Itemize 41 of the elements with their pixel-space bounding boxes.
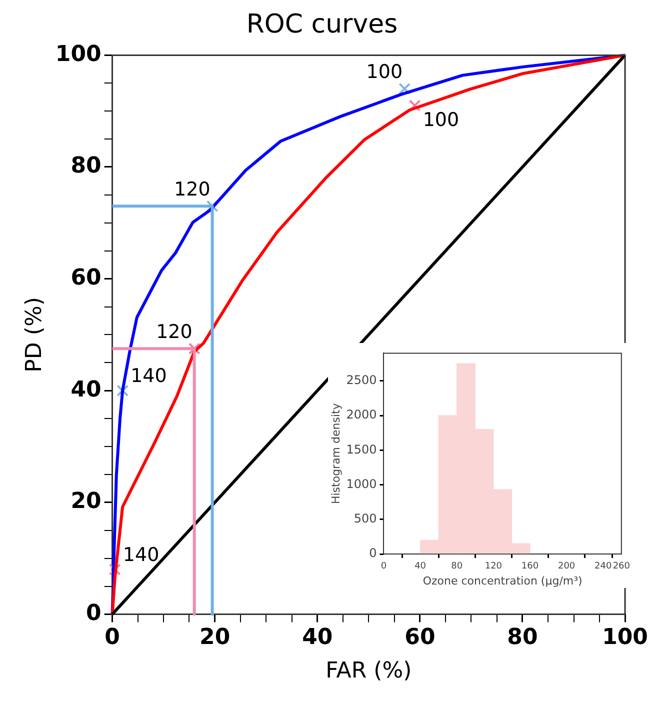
x-tick-label: 100 [602, 625, 648, 650]
point [408, 100, 421, 112]
x-tick-label: 80 [507, 625, 538, 650]
y-tick-label: 0 [86, 600, 102, 626]
x-tick-label: 200 [558, 562, 576, 572]
x-tick-label: 120 [484, 562, 502, 572]
y-tick-label: 60 [70, 266, 102, 291]
y-tick-label: 1500 [346, 442, 377, 456]
chart-title: ROC curves [246, 9, 398, 40]
y-tick-label: 100 [55, 42, 102, 67]
y-axis-title: Histogram density [329, 402, 342, 504]
y-tick-label: 2500 [346, 373, 377, 388]
x-tick-label: 20 [200, 625, 230, 650]
y-axis-title: PD (%) [22, 297, 47, 372]
x-tick-label: 0 [104, 625, 120, 650]
y-tick-label: 40 [70, 377, 102, 402]
x-tick-label: 160 [521, 562, 539, 572]
x-tick-label: 0 [380, 562, 387, 572]
y-tick-label: 2000 [346, 408, 377, 422]
annotation: 140 [122, 544, 160, 566]
x-tick-label: 80 [451, 562, 463, 572]
point [398, 82, 411, 95]
x-tick-label: 40 [414, 562, 426, 572]
point [116, 384, 129, 397]
y-tick-label: 500 [354, 512, 377, 526]
x-tick-label: 60 [404, 625, 436, 650]
point [108, 564, 121, 576]
x-axis-title: FAR (%) [326, 658, 412, 684]
annotation: 140 [130, 365, 167, 388]
y-tick-label: 0 [369, 546, 377, 560]
y-tick-label: 20 [70, 489, 102, 514]
x-tick-label: 240 [594, 562, 612, 572]
y-tick-label: 1000 [346, 476, 377, 491]
annotation: 100 [422, 108, 460, 131]
annotation: 120 [174, 178, 210, 201]
y-tick-label: 80 [70, 154, 102, 179]
x-tick-label: 40 [302, 625, 333, 650]
point [188, 342, 200, 355]
x-tick-label: 260 [612, 562, 630, 572]
x-axis-title: Ozone concentration (μg/m³) [422, 574, 582, 588]
annotation: 120 [156, 321, 192, 344]
